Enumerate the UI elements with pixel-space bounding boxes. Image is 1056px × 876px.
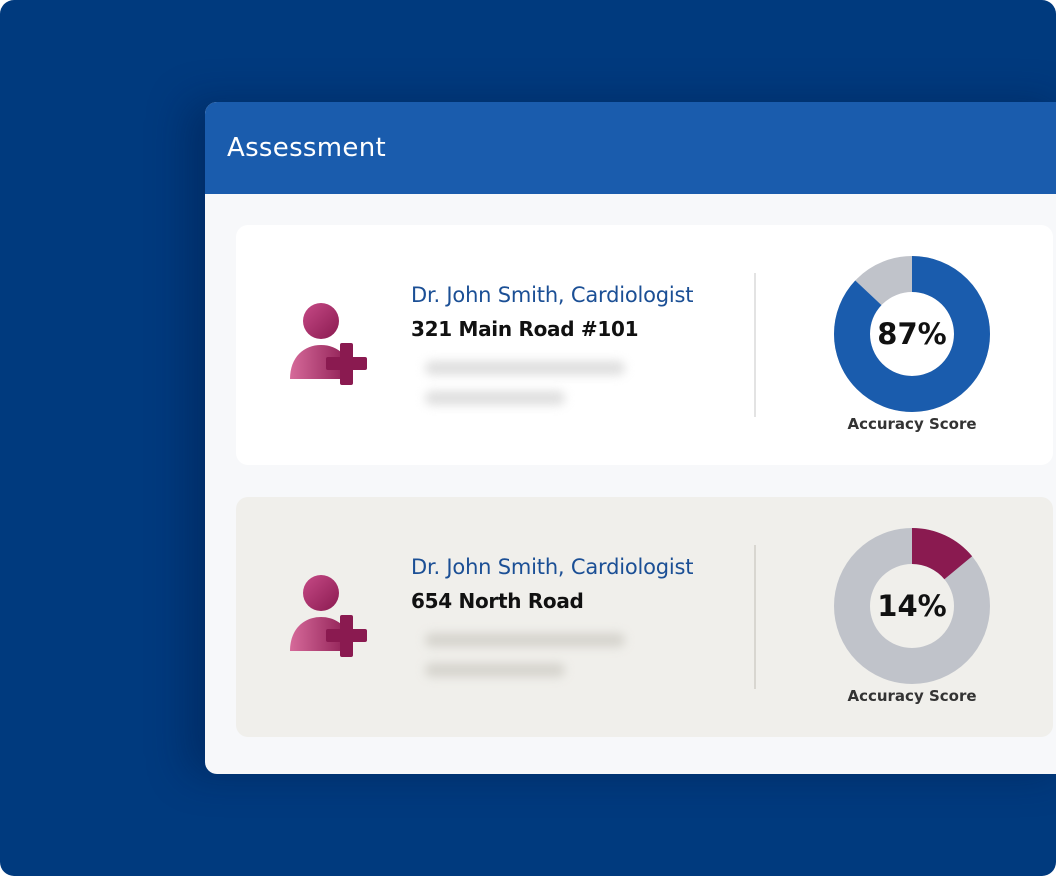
- provider-info: Dr. John Smith, Cardiologist 321 Main Ro…: [411, 283, 731, 431]
- provider-info: Dr. John Smith, Cardiologist 654 North R…: [411, 555, 731, 703]
- provider-card[interactable]: Dr. John Smith, Cardiologist 654 North R…: [236, 497, 1053, 737]
- doctor-name[interactable]: Dr. John Smith, Cardiologist: [411, 283, 694, 307]
- redacted-line: [425, 633, 625, 647]
- accuracy-score: 14% Accuracy Score: [830, 523, 1000, 713]
- redacted-line: [425, 663, 565, 677]
- panel-title: Assessment: [227, 133, 386, 163]
- score-label: Accuracy Score: [847, 687, 977, 705]
- score-label: Accuracy Score: [847, 415, 977, 433]
- score-value: 87%: [877, 317, 947, 351]
- doctor-address: 321 Main Road #101: [411, 317, 639, 341]
- redacted-details: [411, 349, 681, 431]
- accuracy-donut: [834, 256, 990, 412]
- score-value: 14%: [877, 589, 947, 623]
- divider: [754, 545, 756, 689]
- accuracy-donut: [834, 528, 990, 684]
- add-doctor-icon: [290, 303, 367, 385]
- donut-arc: [834, 528, 990, 684]
- divider: [754, 273, 756, 417]
- provider-card[interactable]: Dr. John Smith, Cardiologist 321 Main Ro…: [236, 225, 1053, 465]
- redacted-details: [411, 621, 681, 703]
- redacted-line: [425, 361, 625, 375]
- doctor-name[interactable]: Dr. John Smith, Cardiologist: [411, 555, 694, 579]
- redacted-line: [425, 391, 565, 405]
- donut-arc: [834, 256, 990, 412]
- add-doctor-icon: [290, 575, 367, 657]
- assessment-panel: Assessment: [205, 102, 1056, 774]
- panel-header: Assessment: [205, 102, 1056, 194]
- accuracy-score: 87% Accuracy Score: [830, 251, 1000, 441]
- doctor-address: 654 North Road: [411, 589, 584, 613]
